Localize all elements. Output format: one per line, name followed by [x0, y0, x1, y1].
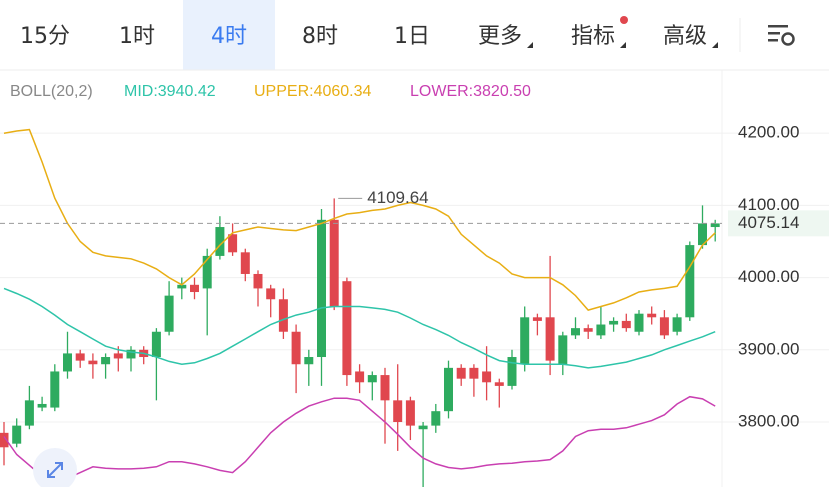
indicator-value: UPPER:4060.34	[254, 83, 372, 100]
indicator-value: LOWER:3820.50	[410, 83, 531, 100]
candle-body	[532, 317, 542, 321]
candle-body	[444, 367, 453, 412]
candle-body	[558, 335, 568, 365]
candle-body	[634, 313, 644, 332]
candle-body	[520, 317, 530, 365]
candle-body	[380, 375, 390, 401]
bollinger-line	[3, 287, 716, 369]
indicator-legend: BOLL(20,2) MID:3940.42 UPPER:4060.34 LOWER:…	[10, 83, 531, 100]
candle-body	[342, 281, 352, 376]
candle-body	[278, 299, 288, 332]
y-tick-label: 3900.00	[738, 339, 799, 358]
candle-body	[88, 360, 98, 365]
candle-body	[545, 317, 555, 361]
candle-body	[659, 317, 669, 336]
candle-body	[63, 353, 72, 372]
tab[interactable]: 1时	[119, 24, 155, 49]
dropdown-caret	[712, 42, 718, 48]
y-tick-label: 4100.00	[738, 195, 799, 214]
last-price-badge	[728, 210, 829, 237]
candle-body	[50, 371, 60, 408]
candle-body	[647, 313, 657, 318]
bollinger-line	[3, 395, 716, 481]
candle-body	[571, 328, 580, 336]
dropdown-caret	[527, 42, 533, 48]
candle-body	[113, 353, 123, 359]
y-tick-label: 4000.00	[738, 267, 799, 286]
settings-icon[interactable]	[768, 25, 795, 46]
tab-bar: 15分 1时 4时 8时 1日 更多 指标 高级	[20, 0, 718, 70]
candle-body	[37, 403, 47, 408]
candle-body	[405, 400, 415, 426]
tab[interactable]: 4时	[211, 24, 247, 49]
candle-body	[431, 411, 441, 426]
max-price-label: 4109.64	[367, 188, 428, 207]
candle-body	[685, 245, 695, 318]
candle-body	[317, 219, 326, 358]
candle-body	[126, 349, 136, 359]
candle-body	[609, 320, 619, 325]
candle-body	[367, 375, 377, 383]
candle-body	[228, 234, 238, 253]
candle-body	[304, 357, 314, 365]
tab[interactable]: 高级	[663, 24, 707, 49]
candle-body	[469, 367, 479, 379]
candle-body	[215, 227, 225, 256]
candle-body	[698, 223, 707, 246]
tab[interactable]: 15分	[20, 24, 70, 49]
candle-body	[456, 367, 466, 379]
candle-body	[240, 252, 250, 274]
indicator-name: BOLL(20,2)	[10, 83, 93, 100]
plot: 3800.00 3900.00 4000.00 4100.00 4200.00 4109.…	[0, 70, 829, 487]
candle-body	[393, 400, 403, 423]
candle-body	[583, 328, 593, 332]
candle-body	[177, 284, 187, 289]
candle-body	[164, 295, 174, 332]
candle-body	[355, 371, 365, 383]
tab[interactable]: 1日	[394, 24, 430, 49]
candle-body	[202, 255, 212, 289]
candle-body	[494, 382, 504, 386]
candle-body	[75, 353, 85, 361]
y-tick-label: 3800.00	[738, 411, 799, 430]
bollinger-line	[3, 128, 716, 311]
candle-body	[507, 357, 517, 386]
candle-body	[266, 288, 276, 300]
candle-body	[101, 357, 111, 365]
notification-dot	[620, 16, 628, 24]
candle-body	[596, 324, 606, 336]
candle-body	[482, 371, 492, 383]
candle-body	[710, 223, 720, 228]
y-tick-label: 4200.00	[738, 123, 799, 142]
candle-body	[151, 331, 161, 358]
candle-body	[190, 284, 199, 293]
tab[interactable]: 更多	[478, 24, 522, 49]
candle-body	[672, 317, 682, 332]
candle-body	[291, 331, 301, 365]
candle-body	[253, 273, 263, 289]
candle-body	[418, 425, 428, 430]
tab[interactable]: 指标	[571, 24, 615, 49]
tab[interactable]: 8时	[302, 24, 338, 49]
candle-body	[12, 425, 22, 444]
candle-body	[329, 219, 339, 307]
zoom-button[interactable]	[33, 448, 77, 487]
dropdown-caret	[620, 42, 626, 48]
tab-highlight	[183, 0, 275, 70]
candle-body	[24, 400, 34, 426]
indicator-value: MID:3940.42	[124, 83, 216, 100]
candle-body	[0, 432, 9, 448]
candle-body	[621, 320, 631, 329]
last-price-label: 4075.14	[738, 213, 799, 232]
